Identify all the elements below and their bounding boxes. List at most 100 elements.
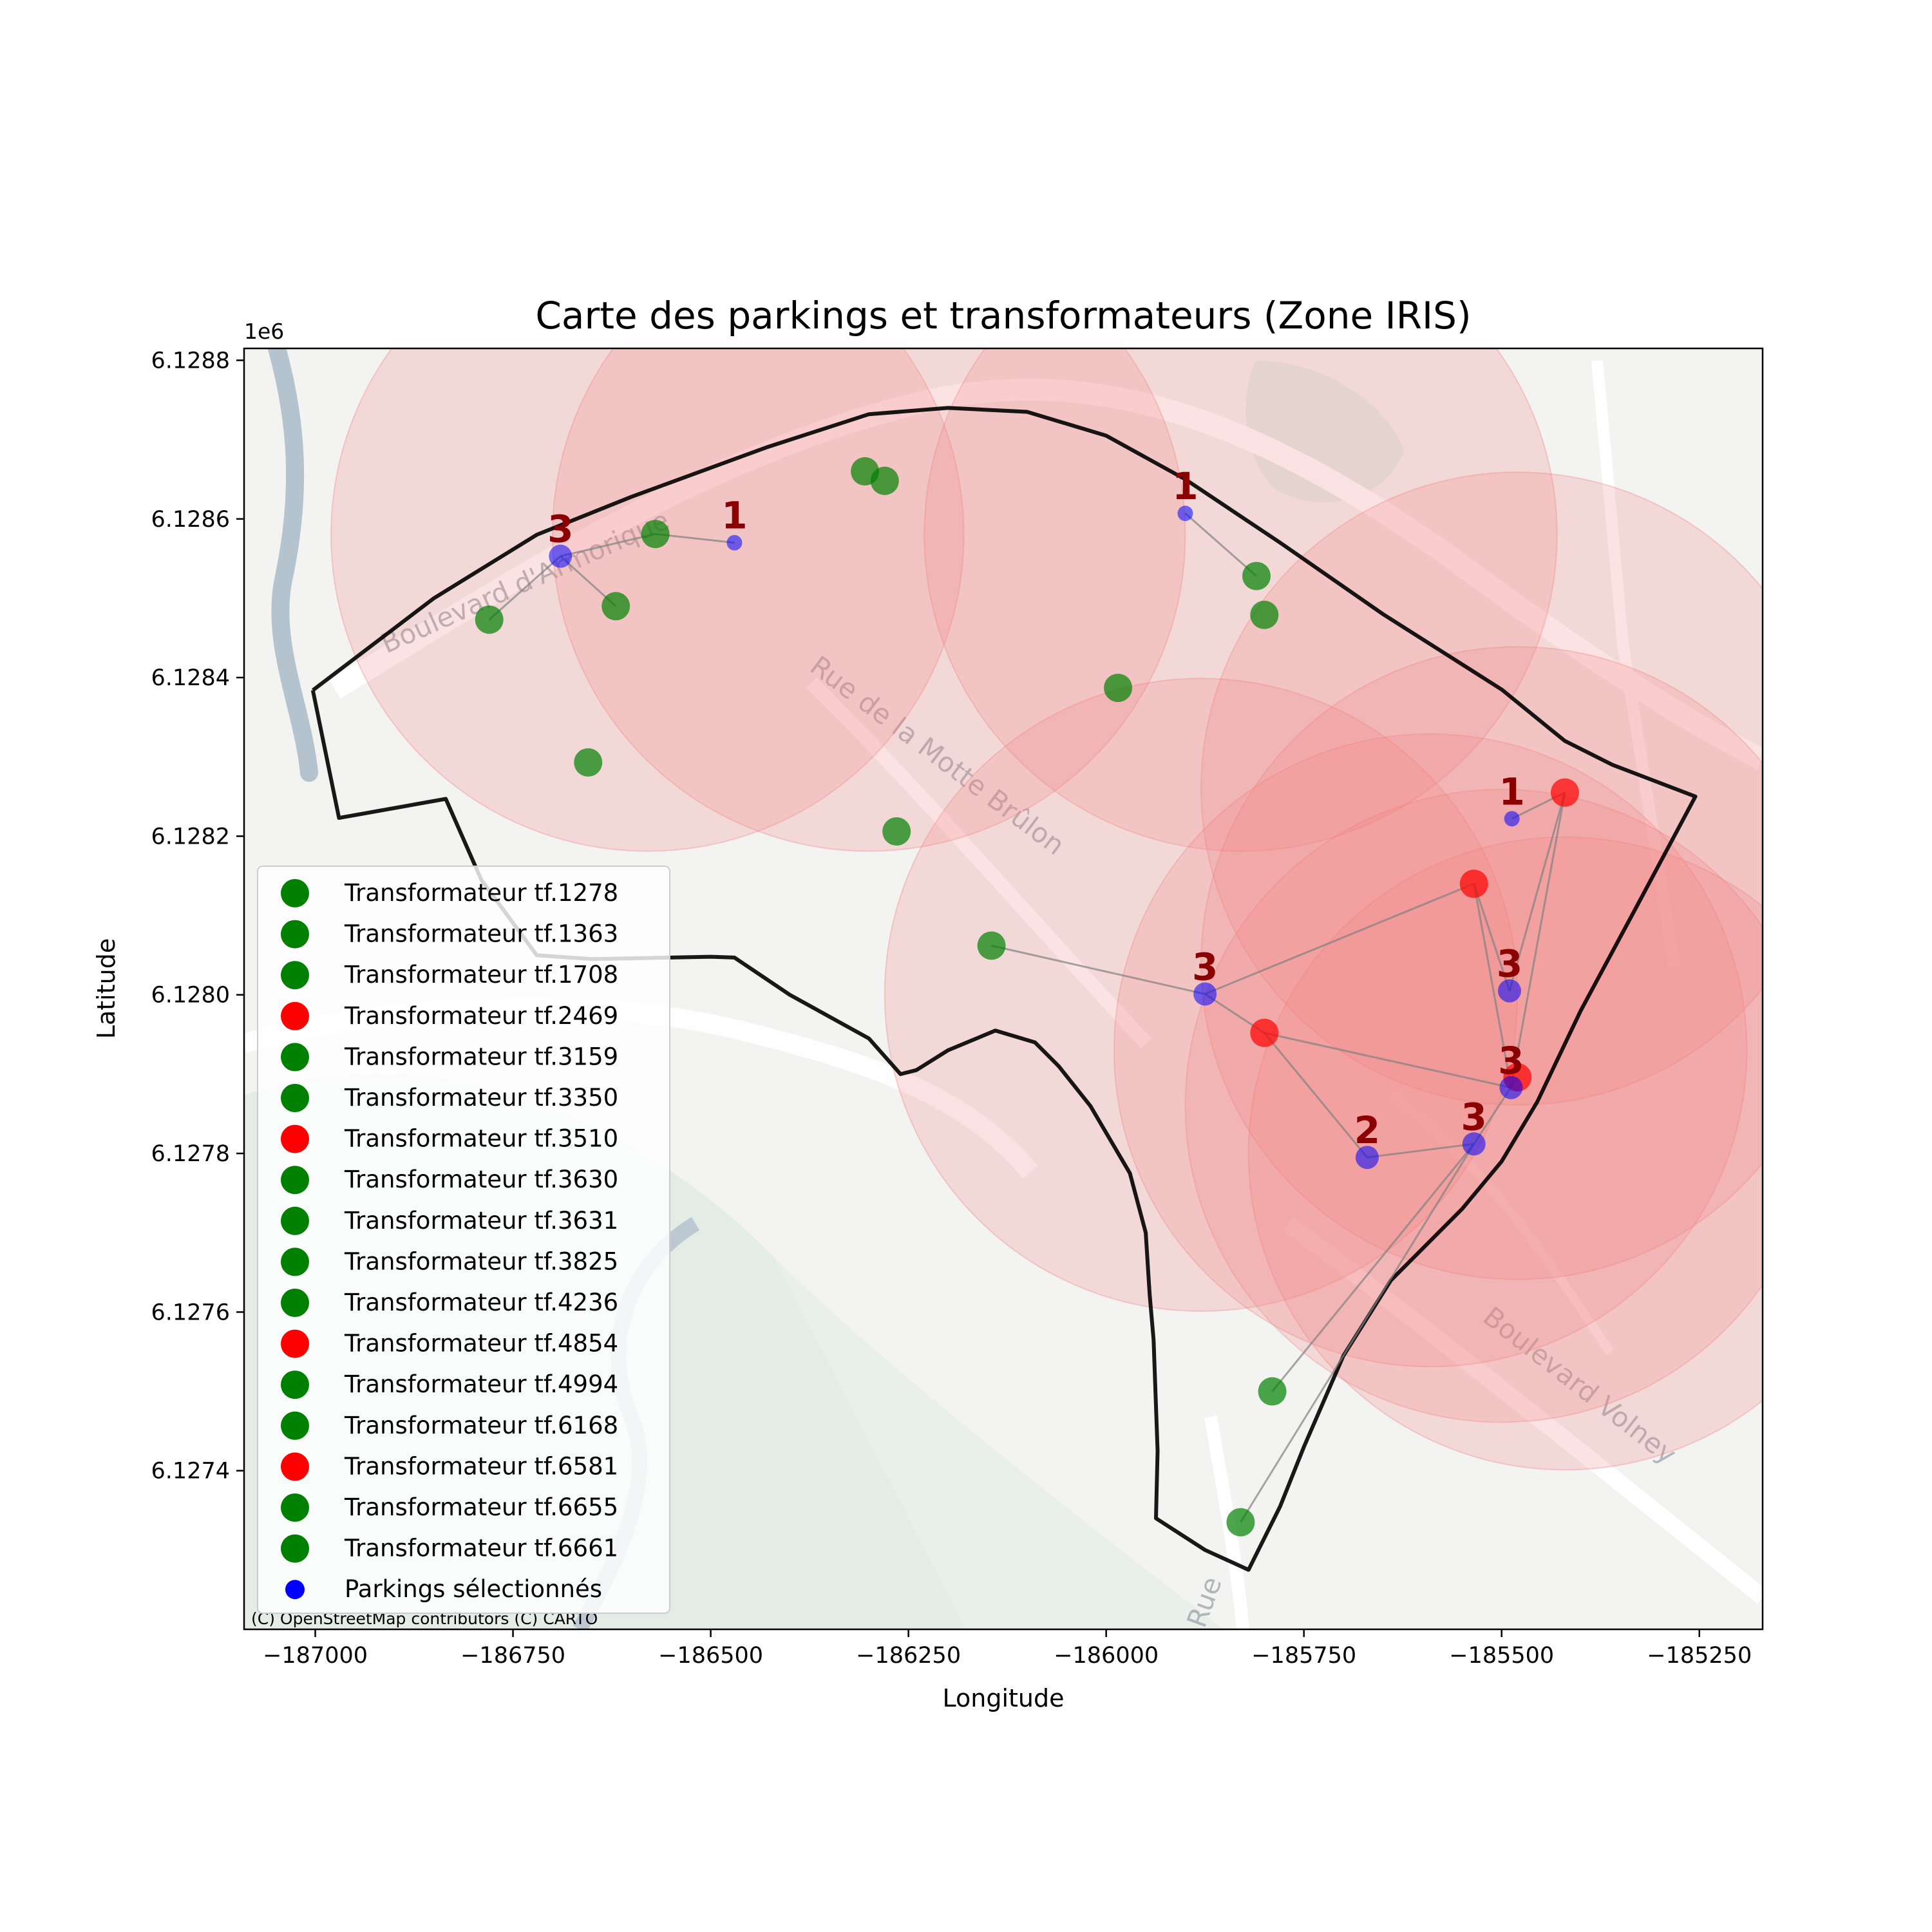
transformer-marker	[1258, 1377, 1287, 1406]
parking-count-label: 3	[1497, 942, 1522, 986]
connection-lines	[488, 513, 1566, 1523]
parking-count-label: 3	[1192, 945, 1218, 989]
buffer-zones	[330, 348, 1763, 1471]
y-tick-label: 6.1280	[151, 983, 230, 1009]
legend-marker	[281, 1043, 309, 1072]
legend-marker	[281, 1247, 309, 1276]
legend-label: Transformateur tf.4236	[344, 1289, 618, 1316]
connection-line	[1184, 513, 1257, 577]
parking-marker	[1498, 979, 1521, 1003]
parking-marker	[1355, 1146, 1379, 1170]
x-axis-label: Longitude	[943, 1684, 1065, 1712]
legend-label: Transformateur tf.3350	[344, 1084, 618, 1112]
parking-count-label: 1	[721, 494, 747, 538]
x-tick-label: −185750	[1251, 1643, 1356, 1669]
x-tick-label: −186000	[1054, 1643, 1159, 1669]
x-tick-label: −185250	[1647, 1643, 1752, 1669]
legend-label: Transformateur tf.3631	[344, 1207, 618, 1235]
x-tick-label: −185500	[1449, 1643, 1554, 1669]
connection-line	[1240, 1143, 1475, 1523]
legend-label: Transformateur tf.3630	[344, 1166, 618, 1193]
transformer-marker	[1250, 600, 1279, 629]
y-tick-label: 6.1288	[151, 348, 230, 374]
buffer-circle	[1113, 733, 1748, 1368]
legend-label: Transformateur tf.6655	[344, 1493, 618, 1521]
parking-count-label: 3	[547, 507, 573, 551]
legend-label: Transformateur tf.6168	[344, 1412, 618, 1439]
y-tick-label: 6.1284	[151, 665, 230, 691]
legend-marker	[281, 1084, 309, 1112]
transformer-marker	[882, 817, 911, 846]
connection-line	[1510, 792, 1566, 1088]
connection-line	[1264, 1032, 1368, 1159]
parking-marker	[1504, 811, 1520, 827]
parking-marker	[1499, 1075, 1523, 1099]
legend-box	[257, 866, 670, 1614]
legend-marker	[285, 1580, 305, 1600]
transformer-marker	[1226, 1508, 1255, 1537]
y-axis-ticks: 6.1274 6.1276 6.1278 6.1280 6.1282 6.1284 6.12…	[151, 348, 244, 1484]
parking-marker	[1177, 506, 1193, 522]
x-axis-ticks: −187000 −186750 −186500 −186250 −186000 −1857…	[263, 1629, 1752, 1669]
legend-marker	[281, 879, 309, 907]
iris-boundary-line	[310, 406, 1698, 1572]
buffer-circle	[1200, 471, 1763, 1106]
x-tick-label: −187000	[263, 1643, 368, 1669]
connection-line	[1264, 1032, 1511, 1089]
axes-frame	[243, 347, 1764, 1631]
x-tick-label: −186250	[856, 1643, 961, 1669]
parking-count-label: 3	[1498, 1039, 1524, 1083]
legend-marker	[281, 1534, 309, 1563]
connection-line	[1473, 884, 1512, 1088]
buffer-circle	[552, 348, 1186, 852]
legend-label: Parkings sélectionnés	[345, 1575, 602, 1603]
transformer-marker	[601, 592, 630, 621]
parking-count-label: 1	[1172, 464, 1198, 508]
legend-label: Transformateur tf.3159	[344, 1043, 618, 1070]
legend-marker	[281, 1370, 309, 1399]
legend-marker	[281, 961, 309, 990]
y-tick-label: 6.1274	[151, 1459, 230, 1484]
legend-label: Transformateur tf.1363	[344, 920, 618, 948]
legend-marker	[281, 1206, 309, 1235]
buffer-circle	[1200, 646, 1763, 1280]
x-tick-label: −186750	[460, 1643, 565, 1669]
parking-count-label: 1	[1499, 770, 1525, 813]
parking-points	[549, 506, 1523, 1170]
connection-line	[488, 555, 562, 621]
buffer-circle	[1184, 789, 1763, 1423]
y-offset-label: 1e6	[244, 319, 284, 344]
transformer-marker	[475, 605, 504, 634]
connection-line	[1473, 883, 1511, 992]
connection-line	[991, 944, 1206, 995]
transformer-marker	[574, 748, 603, 777]
legend-label: Transformateur tf.1278	[344, 879, 618, 907]
transformer-marker	[977, 931, 1006, 960]
y-tick-label: 6.1286	[151, 507, 230, 533]
legend-label: Transformateur tf.1708	[344, 961, 618, 989]
legend-marker	[281, 1329, 309, 1358]
parking-marker	[726, 535, 743, 551]
parking-marker	[1462, 1132, 1486, 1156]
transformer-marker	[1459, 869, 1488, 898]
connection-line	[560, 533, 656, 558]
iris-boundary	[310, 406, 1698, 1572]
transformer-marker	[1250, 1018, 1279, 1047]
legend-marker	[281, 1289, 309, 1317]
connection-line	[1271, 1143, 1475, 1392]
connection-line	[1508, 792, 1566, 991]
legend-marker	[281, 920, 309, 949]
legend-marker	[281, 1124, 309, 1153]
parking-count-label: 2	[1354, 1108, 1380, 1152]
legend-label: Transformateur tf.6661	[344, 1535, 618, 1562]
connection-line	[1204, 882, 1475, 995]
transformer-marker	[641, 520, 670, 549]
buffer-circle	[330, 348, 965, 852]
parking-marker	[549, 544, 573, 568]
x-tick-label: −186500	[658, 1643, 763, 1669]
legend-marker	[281, 1452, 309, 1481]
legend-label: Transformateur tf.3510	[344, 1125, 618, 1153]
legend-label: Transformateur tf.3825	[344, 1247, 618, 1275]
